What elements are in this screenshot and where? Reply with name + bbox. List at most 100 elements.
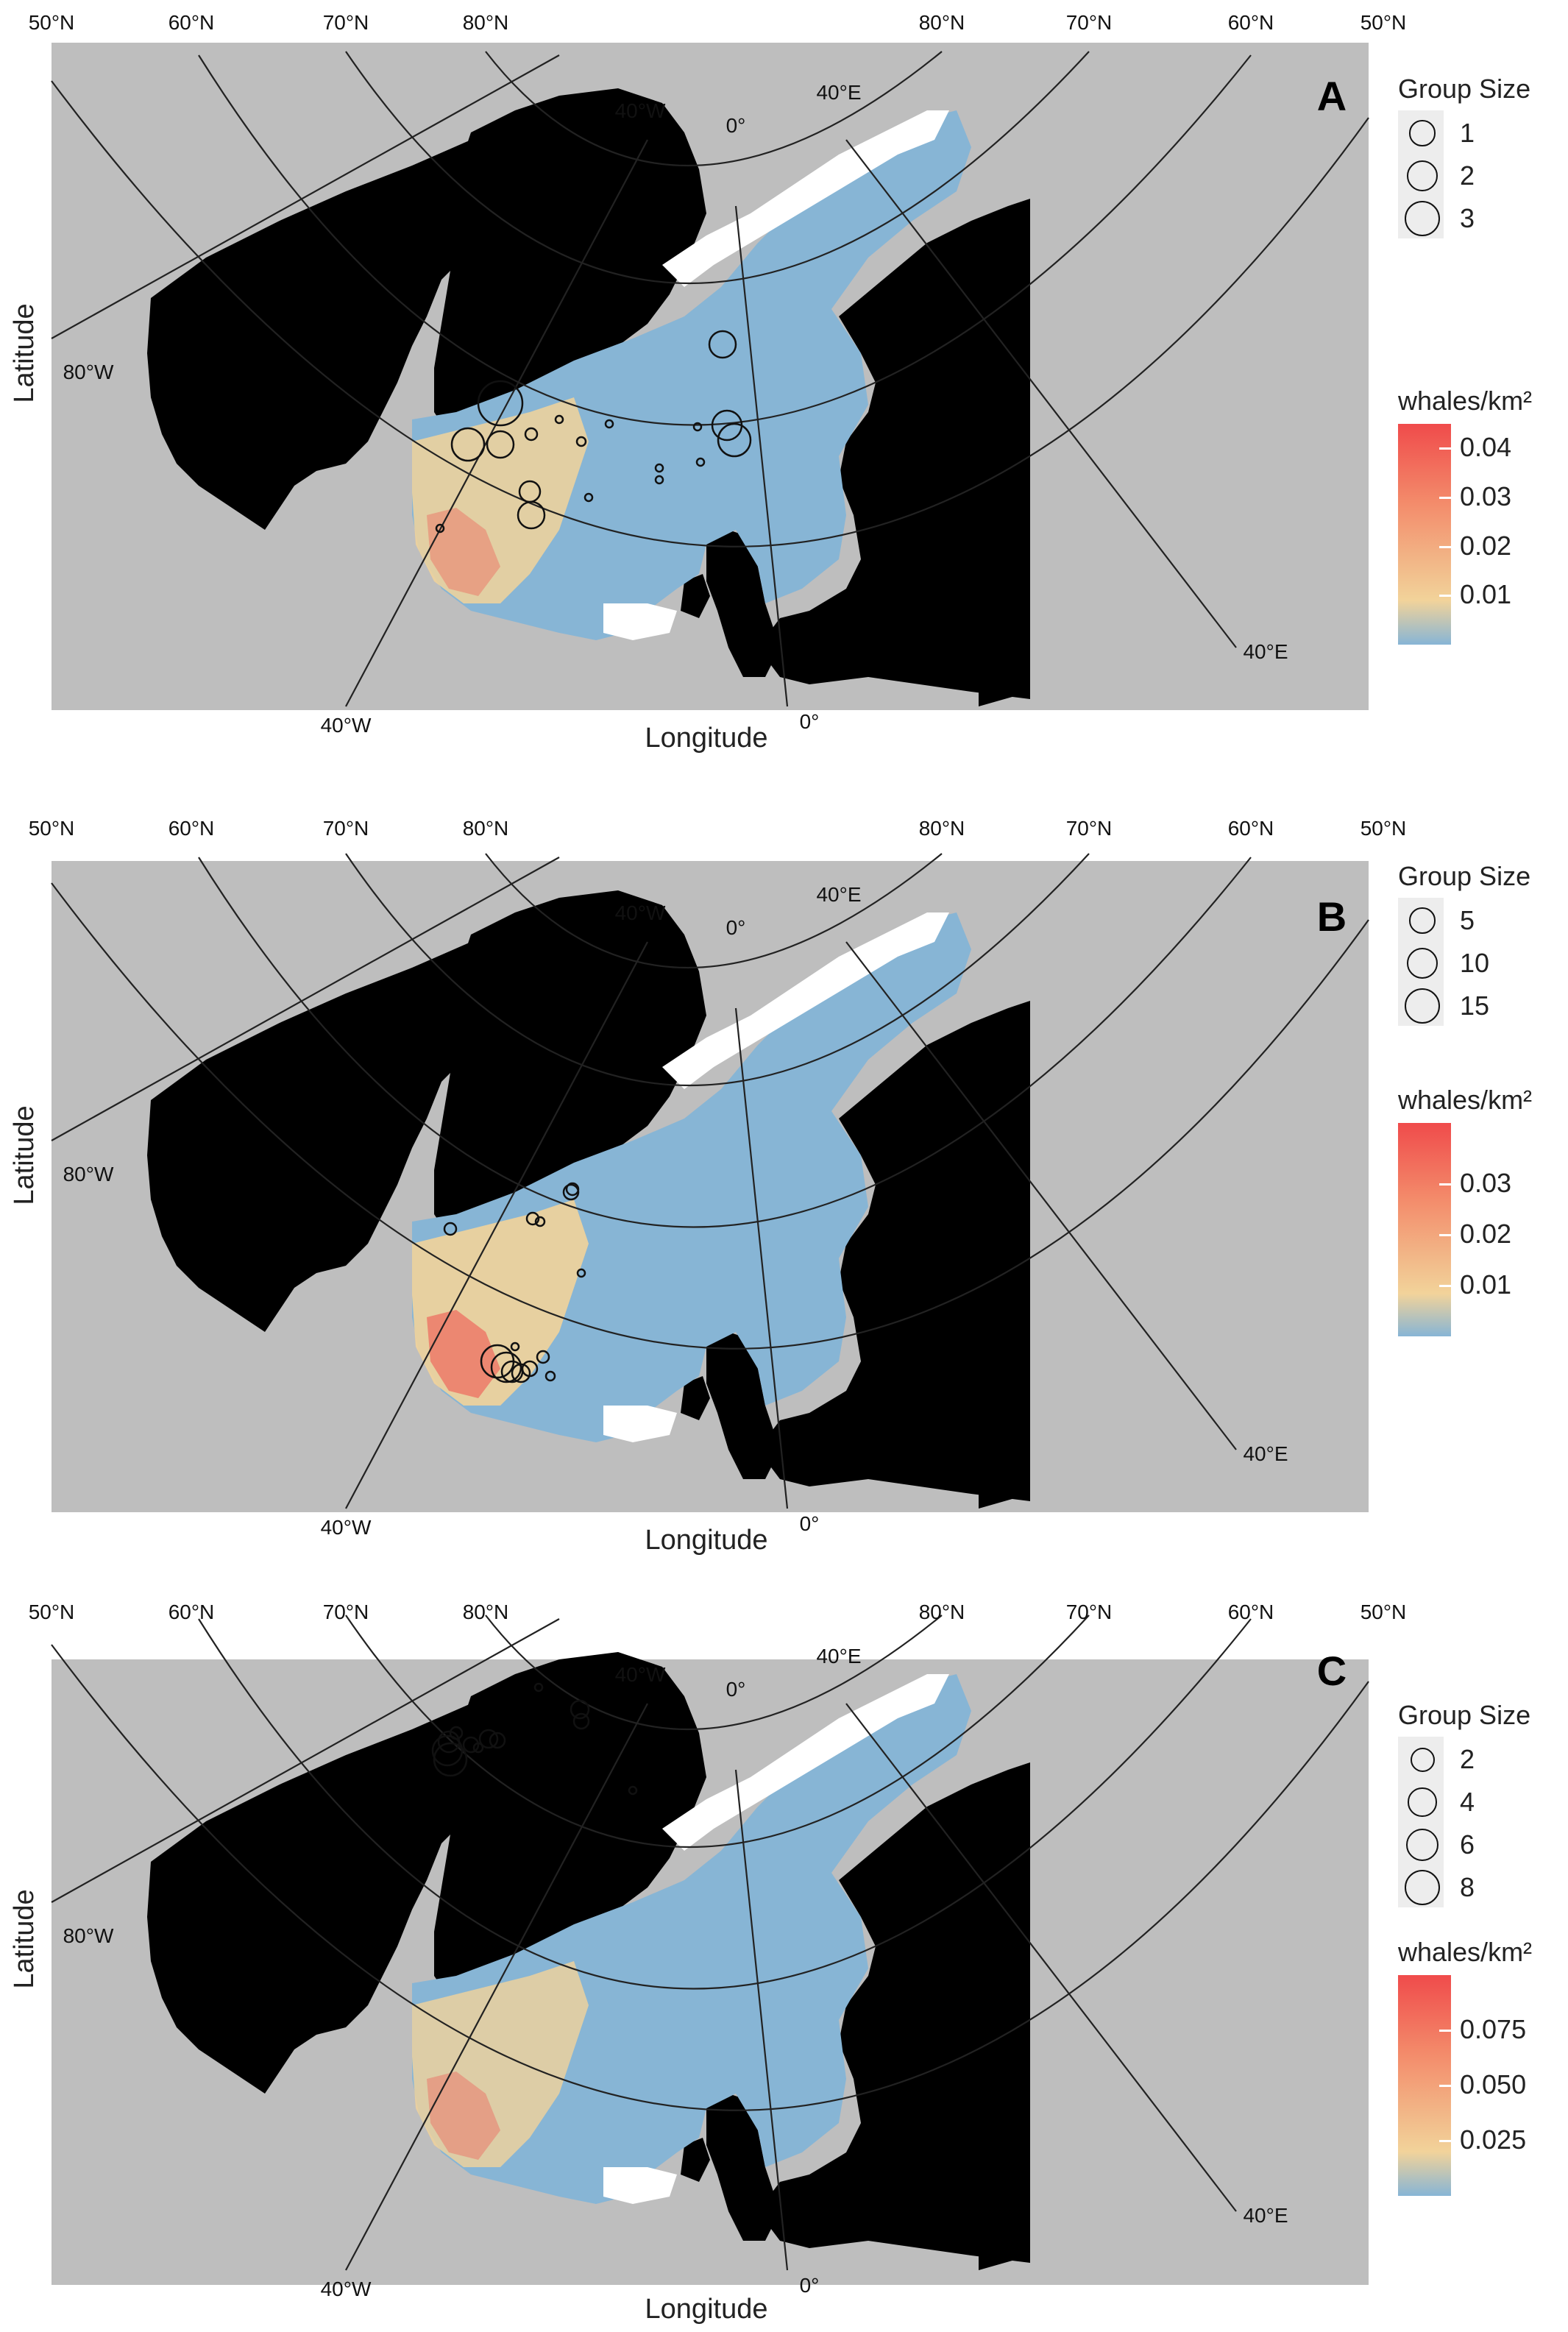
graticule-80n	[485, 853, 943, 968]
group-size-item: 6	[1398, 1822, 1475, 1865]
sighting-circle	[524, 427, 539, 442]
meridian-40e	[845, 139, 1237, 648]
land-russia	[979, 213, 1030, 706]
colorbar-tick	[1439, 497, 1451, 499]
colorbar-tick-label: 0.025	[1460, 2124, 1527, 2155]
lon-label-zero_top: 0°	[726, 114, 746, 137]
land-uk	[706, 2094, 780, 2241]
lon-label-w40_bottom: 40°W	[321, 1516, 372, 1539]
lon-label-zero_bottom: 0°	[800, 710, 820, 733]
x-axis-label: Longitude	[645, 2294, 768, 2325]
lat-label-top: 80°N	[463, 1601, 509, 1623]
sighting-circle	[565, 1182, 580, 1197]
map-panel-c: 50°N 60°N 70°N 80°N 80°N 70°N 60°N 50°N 80°W 40°W…	[0, 1586, 1568, 2332]
group-size-legend: 2 4 6 8	[1398, 1737, 1475, 1907]
panel-letter: B	[1317, 893, 1347, 940]
lat-label-top: 60°N	[168, 1601, 215, 1623]
x-axis-label: Longitude	[645, 1525, 768, 1556]
sighting-circle	[533, 1682, 544, 1693]
lon-label-zero_bottom: 0°	[800, 1512, 820, 1535]
sighting-circle	[544, 1370, 556, 1382]
sea-ice	[662, 110, 949, 287]
sighting-circle	[486, 430, 515, 459]
sea-ice	[662, 1674, 949, 1851]
meridian-0	[734, 1769, 789, 2271]
sighting-circle	[583, 492, 594, 503]
group-size-circle	[1405, 201, 1440, 236]
y-axis-label: Latitude	[9, 303, 40, 403]
lat-label-top: 50°N	[29, 1601, 75, 1623]
lat-label-top: 80°N	[463, 11, 509, 34]
lon-label-w40_top: 40°W	[615, 901, 666, 924]
group-size-legend: 5 10 15	[1398, 898, 1489, 1026]
map-panel-b: 50°N 60°N 70°N 80°N 80°N 70°N 60°N 50°N 80°W 40°W…	[0, 802, 1568, 1582]
colorbar-tick	[1439, 2030, 1451, 2032]
lon-label-e40_right: 40°E	[1243, 1442, 1288, 1465]
lon-label-w40_top: 40°W	[615, 1663, 666, 1686]
colorbar-tick-label: 0.01	[1460, 1269, 1512, 1300]
colorbar	[1398, 1123, 1451, 1336]
x-axis-label: Longitude	[645, 723, 768, 754]
lon-label-e40_top: 40°E	[816, 81, 861, 104]
lon-label-w40_bottom: 40°W	[321, 2278, 372, 2300]
land-uk	[706, 1332, 780, 1479]
lat-label-top: 60°N	[1228, 817, 1274, 840]
lon-label-w80: 80°W	[63, 361, 114, 383]
sighting-circle	[654, 463, 664, 473]
meridian-40w	[345, 139, 648, 707]
colorbar-tick-label: 0.03	[1460, 1167, 1512, 1198]
map-b: 50°N 60°N 70°N 80°N 80°N 70°N 60°N 50°N 80°W 40°W…	[9, 817, 1406, 1556]
graticule-50n	[51, 1644, 1369, 2111]
sea-ice-south	[603, 603, 677, 640]
graticule-60n	[198, 857, 1252, 1228]
lat-label-top: 70°N	[1066, 11, 1113, 34]
map-c: 50°N 60°N 70°N 80°N 80°N 70°N 60°N 50°N 80°W 40°W…	[9, 1601, 1406, 2325]
lat-label-top: 70°N	[323, 817, 369, 840]
graticule-70n	[345, 853, 1090, 1087]
y-axis-label: Latitude	[9, 1105, 40, 1205]
group-size-circle	[1410, 1747, 1435, 1772]
map-a: 50°N 60°N 70°N 80°N 80°N 70°N 60°N 50°N 80°W 40°W…	[9, 11, 1406, 754]
colorbar-tick	[1439, 447, 1451, 450]
colorbar-tick	[1439, 2140, 1451, 2142]
colorbar-tick	[1439, 2085, 1451, 2087]
group-size-label: 6	[1460, 1829, 1475, 1860]
group-size-item: 2	[1398, 153, 1475, 196]
land-ireland	[681, 2138, 710, 2182]
sightings	[435, 330, 752, 534]
group-size-label: 3	[1460, 203, 1475, 233]
colorbar-tick	[1439, 1233, 1451, 1236]
group-size-item: 10	[1398, 940, 1489, 983]
sighting-circle	[628, 1785, 638, 1796]
graticule-80n	[485, 1615, 943, 1730]
land-europe	[758, 1762, 1030, 2263]
lon-label-e40_top: 40°E	[816, 883, 861, 906]
sighting-circle	[604, 419, 614, 429]
lat-label-top: 50°N	[29, 11, 75, 34]
density-patch-high	[427, 508, 500, 596]
graticule-80n	[485, 51, 943, 166]
sighting-circle	[572, 1712, 590, 1730]
group-size-label: 15	[1460, 990, 1490, 1021]
lat-label-top: 60°N	[168, 11, 215, 34]
legend-b: Group Size 5 10 15 whales/km² 0.03 0.02 0.01	[1398, 861, 1560, 1344]
colorbar-tick	[1439, 545, 1451, 548]
group-size-circle	[1405, 1870, 1440, 1905]
sighting-circle	[575, 436, 587, 447]
group-size-label: 8	[1460, 1872, 1475, 1902]
meridian-0	[734, 205, 789, 707]
graticule	[51, 853, 1369, 1509]
colorbar-title: whales/km²	[1398, 1937, 1533, 1967]
land-russia	[979, 1777, 1030, 2270]
sea-ice	[662, 912, 949, 1089]
sighting-circle	[695, 457, 706, 467]
meridian-40e	[845, 941, 1237, 1450]
group-size-item: 15	[1398, 983, 1489, 1026]
land-russia	[979, 1016, 1030, 1509]
colorbar-tick	[1439, 1284, 1451, 1287]
y-axis-label: Latitude	[9, 1889, 40, 1988]
colorbar-tick-label: 0.02	[1460, 1218, 1512, 1249]
lon-label-w40_top: 40°W	[615, 99, 666, 122]
land-greenland	[434, 88, 706, 434]
lon-label-e40_right: 40°E	[1243, 2204, 1288, 2227]
